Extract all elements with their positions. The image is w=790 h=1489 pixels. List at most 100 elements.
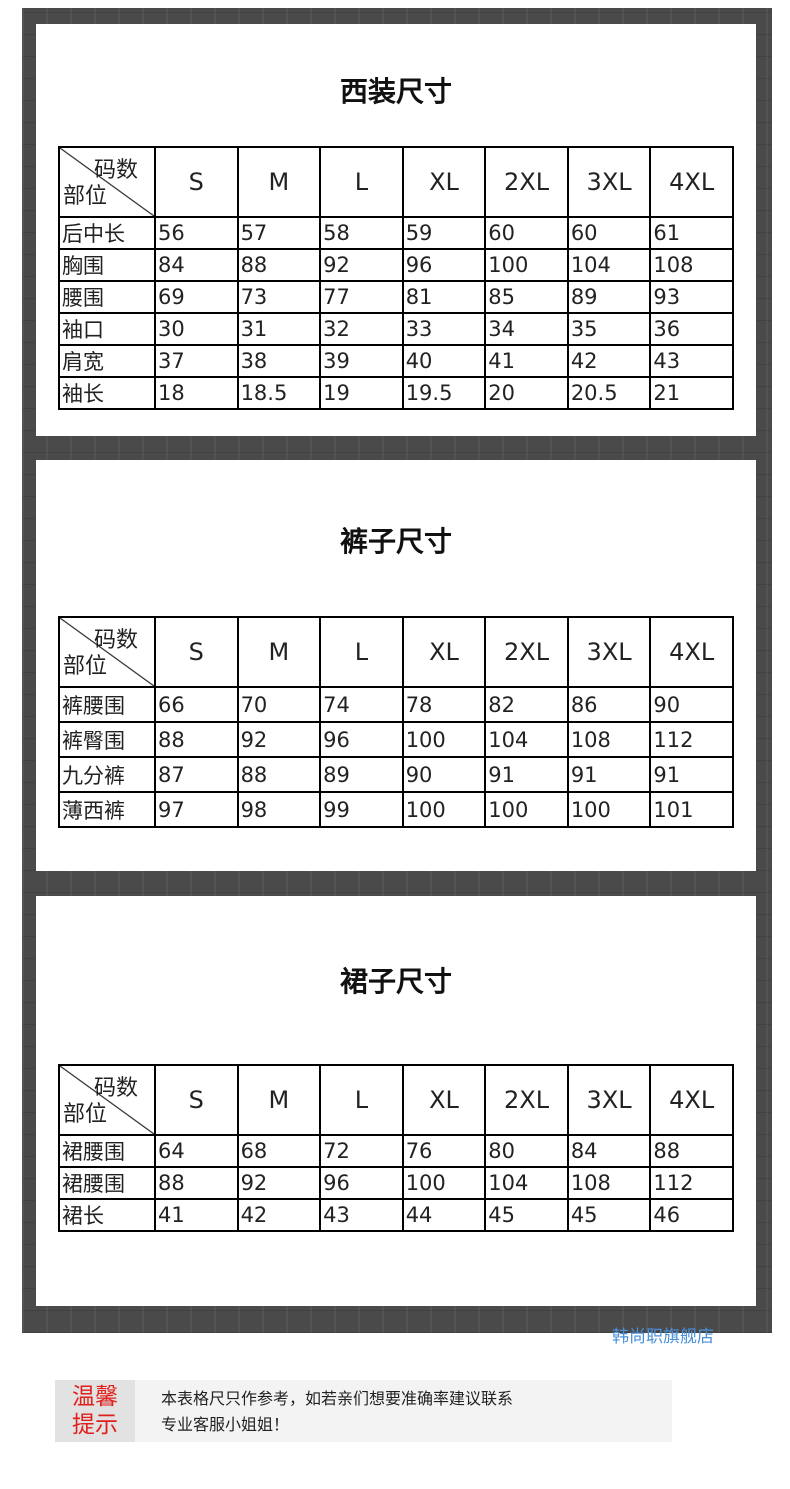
measurement-cell: 43: [649, 344, 734, 378]
measurement-cell: 92: [236, 1166, 322, 1200]
table-row: 裙长 41 42 43 44 45 45 46: [58, 1198, 734, 1232]
measurement-cell: 69: [154, 280, 239, 314]
measurement-cell: 108: [566, 1166, 652, 1200]
measurement-cell: 33: [401, 312, 487, 346]
measurement-cell: 78: [401, 686, 487, 723]
measurement-cell: 112: [649, 721, 734, 758]
measurement-cell: 56: [154, 216, 239, 250]
size-header: 3XL: [566, 1064, 652, 1136]
size-header: 2XL: [484, 146, 569, 218]
row-label: 裙腰围: [58, 1166, 156, 1200]
size-table: 码数 部位 S M L XL 2XL 3XL 4XL 裙腰围 64 68 72 76 80 84 88 裙腰围 88…: [58, 1064, 734, 1232]
notice-label: 温馨 提示: [55, 1380, 135, 1442]
measurement-cell: 87: [154, 756, 239, 793]
notice-line1: 本表格尺只作参考，如若亲们想要准确率建议联系: [161, 1389, 514, 1408]
measurement-cell: 32: [319, 312, 404, 346]
corner-part-label: 部位: [63, 184, 108, 209]
measurement-cell: 101: [649, 791, 734, 828]
corner-size-label: 码数: [93, 1076, 138, 1101]
table-row: 腰围 69 73 77 81 85 89 93: [58, 280, 734, 314]
measurement-cell: 59: [401, 216, 487, 250]
measurement-cell: 96: [401, 248, 487, 282]
size-header: S: [154, 146, 239, 218]
measurement-cell: 18: [154, 376, 239, 410]
measurement-cell: 41: [154, 1198, 239, 1232]
size-header: 2XL: [484, 616, 569, 688]
notice-text: 本表格尺只作参考，如若亲们想要准确率建议联系 专业客服小姐姐！: [161, 1386, 513, 1438]
row-label: 后中长: [58, 216, 156, 250]
measurement-cell: 100: [401, 791, 487, 828]
store-watermark: 韩尚职旗舰店: [612, 1327, 714, 1347]
measurement-cell: 84: [566, 1134, 652, 1168]
measurement-cell: 60: [484, 216, 569, 250]
corner-cell: 码数 部位: [58, 616, 156, 688]
pants-size-panel: 裤子尺寸 码数 部位 S M L XL 2XL 3XL 4XL 裤腰围 66 70 74 78 82 86 90…: [36, 460, 756, 871]
size-table: 码数 部位 S M L XL 2XL 3XL 4XL 裤腰围 66 70 74 78 82 86 90 裤臀围 88…: [58, 616, 734, 828]
measurement-cell: 89: [319, 756, 404, 793]
measurement-cell: 96: [319, 1166, 404, 1200]
size-header: 4XL: [649, 616, 734, 688]
row-label: 裤腰围: [58, 686, 156, 723]
measurement-cell: 91: [649, 756, 734, 793]
row-label: 裤臀围: [58, 721, 156, 758]
table-row: 裙腰围 88 92 96 100 104 108 112: [58, 1166, 734, 1200]
measurement-cell: 92: [319, 248, 404, 282]
size-header: 3XL: [566, 616, 652, 688]
table-row: 后中长 56 57 58 59 60 60 61: [58, 216, 734, 250]
measurement-cell: 88: [154, 721, 239, 758]
measurement-cell: 90: [401, 756, 487, 793]
measurement-cell: 92: [236, 721, 322, 758]
measurement-cell: 90: [649, 686, 734, 723]
size-header: 3XL: [566, 146, 652, 218]
measurement-cell: 100: [401, 1166, 487, 1200]
size-header: S: [154, 1064, 239, 1136]
notice-box: 温馨 提示 本表格尺只作参考，如若亲们想要准确率建议联系 专业客服小姐姐！: [55, 1380, 672, 1442]
measurement-cell: 36: [649, 312, 734, 346]
size-header: L: [319, 616, 404, 688]
measurement-cell: 104: [566, 248, 652, 282]
size-header: XL: [401, 1064, 487, 1136]
notice-line2: 专业客服小姐姐！: [161, 1415, 290, 1434]
row-label: 袖长: [58, 376, 156, 410]
size-header: M: [236, 616, 322, 688]
row-label: 裙长: [58, 1198, 156, 1232]
measurement-cell: 66: [154, 686, 239, 723]
measurement-cell: 31: [236, 312, 322, 346]
measurement-cell: 112: [649, 1166, 734, 1200]
measurement-cell: 35: [566, 312, 652, 346]
size-table: 码数 部位 S M L XL 2XL 3XL 4XL 后中长 56 57 58 59 60 60 61 胸围 84 8…: [58, 146, 734, 410]
measurement-cell: 58: [319, 216, 404, 250]
measurement-cell: 85: [484, 280, 569, 314]
size-header: XL: [401, 616, 487, 688]
size-header: L: [319, 1064, 404, 1136]
header-row: 码数 部位 S M L XL 2XL 3XL 4XL: [58, 616, 734, 688]
table-row: 裤腰围 66 70 74 78 82 86 90: [58, 686, 734, 723]
measurement-cell: 19: [319, 376, 404, 410]
row-label: 腰围: [58, 280, 156, 314]
measurement-cell: 39: [319, 344, 404, 378]
measurement-cell: 19.5: [401, 376, 487, 410]
size-header: 4XL: [649, 1064, 734, 1136]
measurement-cell: 108: [566, 721, 652, 758]
table-row: 九分裤 87 88 89 90 91 91 91: [58, 756, 734, 793]
section-title: 裙子尺寸: [339, 965, 452, 998]
header-row: 码数 部位 S M L XL 2XL 3XL 4XL: [58, 1064, 734, 1136]
measurement-cell: 96: [319, 721, 404, 758]
row-label: 肩宽: [58, 344, 156, 378]
table-row: 裤臀围 88 92 96 100 104 108 112: [58, 721, 734, 758]
measurement-cell: 44: [401, 1198, 487, 1232]
measurement-cell: 86: [566, 686, 652, 723]
measurement-cell: 104: [484, 1166, 569, 1200]
measurement-cell: 76: [401, 1134, 487, 1168]
measurement-cell: 88: [236, 248, 322, 282]
measurement-cell: 91: [484, 756, 569, 793]
measurement-cell: 20: [484, 376, 569, 410]
measurement-cell: 88: [236, 756, 322, 793]
measurement-cell: 100: [566, 791, 652, 828]
measurement-cell: 40: [401, 344, 487, 378]
measurement-cell: 61: [649, 216, 734, 250]
measurement-cell: 91: [566, 756, 652, 793]
size-header: L: [319, 146, 404, 218]
measurement-cell: 30: [154, 312, 239, 346]
measurement-cell: 77: [319, 280, 404, 314]
